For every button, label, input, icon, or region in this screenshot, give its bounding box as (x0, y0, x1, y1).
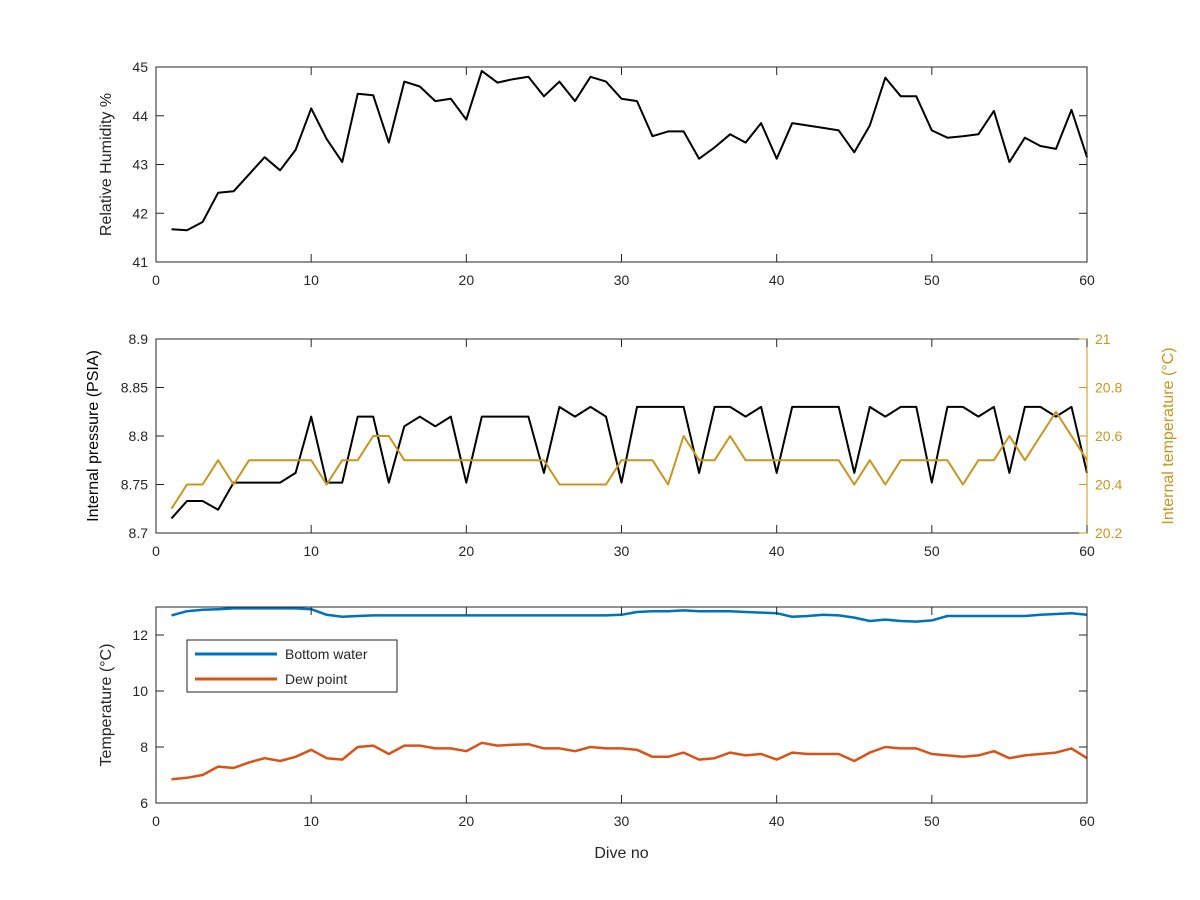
y-tick-label: 8.75 (121, 477, 148, 493)
x-axis-label: Dive no (594, 845, 648, 862)
y2-tick-label: 20.2 (1095, 525, 1122, 541)
legend-entry: Bottom water (285, 646, 368, 662)
x-tick-label: 0 (152, 813, 160, 829)
x-tick-label: 50 (924, 813, 940, 829)
x-tick-label: 20 (459, 543, 475, 559)
internal-temperature-line (170, 410, 1088, 510)
y-tick-label: 8.85 (121, 380, 148, 396)
x-tick-label: 10 (303, 813, 319, 829)
x-tick-label: 10 (303, 272, 319, 288)
x-tick-label: 20 (459, 813, 475, 829)
x-tick-label: 40 (769, 272, 785, 288)
legend-entry: Dew point (285, 671, 347, 687)
y-axis-label: Temperature (°C) (98, 644, 115, 767)
dew-point-line (171, 741, 1088, 781)
x-tick-label: 60 (1079, 543, 1095, 559)
y2-tick-label: 20.8 (1095, 380, 1122, 396)
y-tick-label: 10 (132, 683, 148, 699)
x-tick-label: 20 (459, 272, 475, 288)
temperature-panel: 0 10 20 30 40 50 60 6 8 10 12 Temperature (°C) Dive … (98, 606, 1095, 862)
y2-tick-label: 21 (1095, 331, 1111, 347)
y-tick-label: 8.7 (129, 525, 149, 541)
y-tick-label: 41 (132, 254, 148, 270)
legend: Bottom water Dew point (186, 639, 398, 693)
y-tick-label: 45 (132, 59, 148, 75)
x-tick-label: 0 (152, 543, 160, 559)
x-tick-label: 0 (152, 272, 160, 288)
axes-frame (155, 338, 1088, 534)
axes-frame (155, 606, 1088, 804)
x-tick-label: 60 (1079, 813, 1095, 829)
y-axis-label: Relative Humidity % (98, 93, 115, 236)
y2-axis-label: Internal temperature (°C) (1160, 347, 1177, 524)
x-tick-label: 40 (769, 813, 785, 829)
y-tick-label: 8.9 (129, 331, 149, 347)
y2-tick-label: 20.4 (1095, 477, 1122, 493)
y-tick-label: 6 (140, 795, 148, 811)
x-tick-label: 40 (769, 543, 785, 559)
y-tick-label: 8 (140, 739, 148, 755)
relative-humidity-line (171, 69, 1088, 232)
humidity-panel: 0 10 20 30 40 50 60 41 42 43 44 45 Relative Humidity… (98, 59, 1095, 288)
x-tick-label: 50 (924, 272, 940, 288)
y-tick-label: 43 (132, 157, 148, 173)
bottom-water-line (171, 607, 1088, 623)
y-axis-label: Internal pressure (PSIA) (85, 350, 102, 522)
internal-pressure-line (170, 405, 1088, 520)
y2-tick-label: 20.6 (1095, 428, 1122, 444)
x-tick-label: 10 (303, 543, 319, 559)
x-tick-label: 50 (924, 543, 940, 559)
y-tick-label: 42 (132, 205, 148, 221)
y-tick-label: 44 (132, 108, 148, 124)
pressure-temperature-panel: 0 10 20 30 40 50 60 8.7 8.75 8.8 8.85 8.9 20.2 20.4 20… (85, 331, 1177, 559)
x-tick-label: 30 (614, 543, 630, 559)
axes-frame (155, 66, 1088, 263)
y-tick-label: 12 (132, 627, 148, 643)
x-tick-label: 30 (614, 813, 630, 829)
x-tick-label: 30 (614, 272, 630, 288)
legend-box (186, 639, 398, 693)
x-tick-label: 60 (1079, 272, 1095, 288)
y-tick-label: 8.8 (129, 428, 149, 444)
